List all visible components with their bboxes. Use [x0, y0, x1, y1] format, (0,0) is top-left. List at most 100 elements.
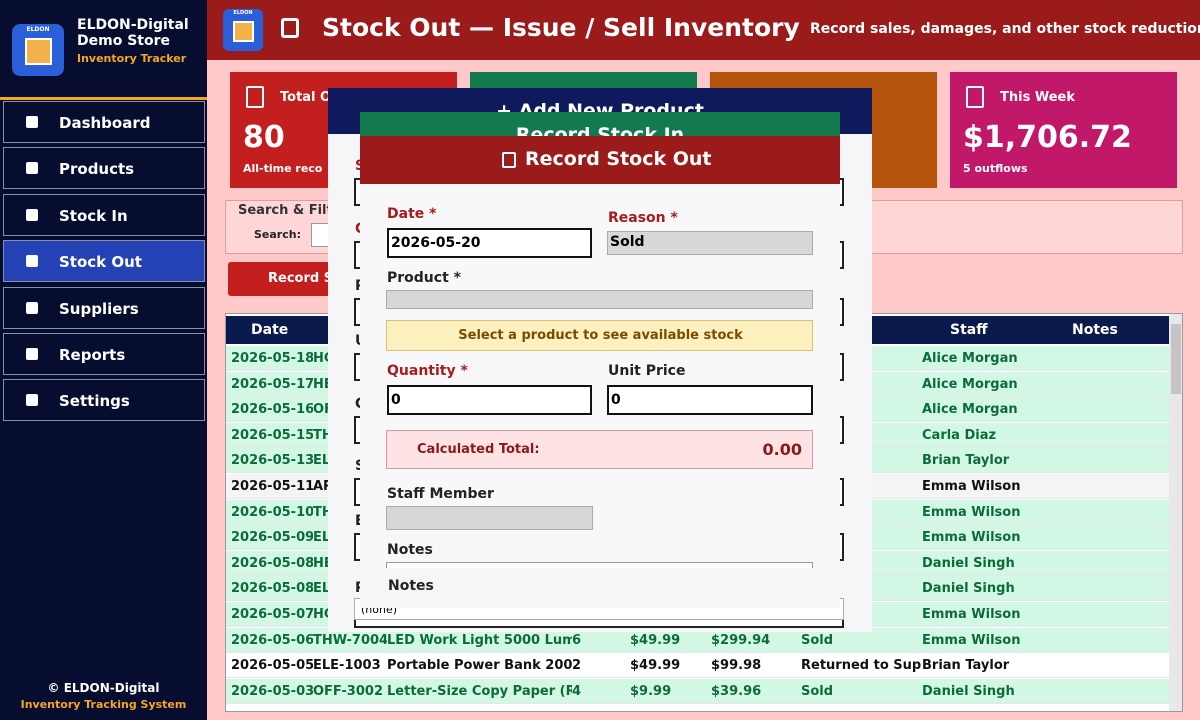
product-select[interactable]: [386, 290, 813, 309]
table-cell: 2026-05-03: [231, 683, 313, 699]
table-cell: 2: [572, 658, 582, 674]
table-cell: LED Work Light 5000 Lum: [387, 632, 572, 648]
table-cell: $99.98: [711, 658, 762, 674]
nav-icon: [26, 116, 38, 128]
table-cell: OFF-3002: [313, 683, 383, 699]
quantity-label: Quantity *: [387, 363, 468, 379]
nav-icon: [26, 162, 38, 175]
tagline: Inventory Tracker: [77, 52, 187, 65]
logo-grid: [233, 21, 254, 42]
table-cell: 2026-05-07: [231, 607, 313, 622]
stock-hint: Select a product to see available stock: [386, 320, 813, 351]
logo: ELDON: [223, 9, 263, 51]
table-cell: Portable Power Bank 2000: [387, 658, 572, 674]
icon: [281, 18, 299, 38]
nav-icon: [26, 208, 38, 221]
title: Stock Out — Issue / Sell Inventory: [322, 13, 800, 42]
table-cell: EL: [313, 453, 331, 469]
button-text: Record S: [268, 271, 334, 286]
thumb: [1171, 324, 1181, 394]
search-label: Search:: [254, 228, 301, 241]
table-cell: TH: [313, 504, 333, 520]
total-label: Calculated Total:: [417, 442, 540, 457]
reason-label: Reason *: [608, 210, 678, 226]
table-cell: 2026-05-10: [231, 504, 313, 520]
record-button[interactable]: Record S: [228, 262, 338, 296]
table-cell: 4: [572, 683, 582, 699]
table-cell: 2026-05-09: [231, 530, 313, 546]
table-cell: Daniel Singh: [922, 581, 1015, 597]
table-cell: 2026-05-05: [231, 658, 313, 674]
stat-card: This Week $1,706.72 5 outflows: [950, 72, 1177, 188]
date-label: Date *: [387, 206, 437, 222]
column-header: Staff: [950, 322, 988, 338]
table-cell: ELE-1003: [313, 658, 381, 674]
nav-item[interactable]: Products: [3, 147, 205, 190]
total-box: Calculated Total: 0.00: [386, 430, 813, 469]
scrollbar: [1169, 314, 1182, 711]
table-cell: Alice Morgan: [922, 402, 1018, 418]
icon: [502, 152, 516, 168]
table-cell: $49.99: [630, 632, 681, 648]
hint-text: Select a product to see available stock: [458, 328, 743, 343]
product-label: Product *: [387, 270, 461, 286]
card-label: This Week: [1000, 90, 1075, 105]
table-cell: 2026-05-18: [231, 351, 313, 366]
logo-text: ELDON: [26, 26, 50, 33]
table-cell: HE: [313, 376, 333, 392]
table-cell: Sold: [801, 683, 834, 699]
nav-item[interactable]: Dashboard: [3, 101, 205, 143]
header: ELDON Stock Out — Issue / Sell Inventory…: [207, 0, 1200, 60]
nav-item[interactable]: Stock In: [3, 193, 205, 236]
notes-label: Notes: [387, 542, 433, 558]
column-header: Date: [251, 322, 289, 338]
nav-item[interactable]: Settings: [3, 379, 205, 422]
table-cell: OF: [313, 402, 333, 418]
subtitle: Record sales, damages, and other stock r…: [810, 21, 1200, 37]
reason-select[interactable]: Sold: [607, 231, 813, 255]
table-cell: $39.96: [711, 683, 762, 699]
table-cell: 2026-05-15: [231, 427, 313, 443]
total-value: 0.00: [762, 440, 802, 459]
table-cell: AP: [313, 479, 333, 494]
modal-title: Record Stock Out: [525, 148, 712, 170]
card-value: 80: [243, 120, 285, 155]
staff-select[interactable]: [386, 506, 593, 530]
table-cell: $9.99: [630, 683, 672, 699]
nav: Dashboard Products Stock In Stock Out Suppli…: [0, 0, 207, 720]
unit-price-input[interactable]: 0: [607, 385, 813, 415]
card-icon: [966, 86, 984, 108]
table-cell: Emma Wilson: [922, 607, 1021, 622]
table-cell: Alice Morgan: [922, 351, 1018, 366]
table-cell: 2026-05-11: [231, 479, 313, 494]
table-cell: $299.94: [711, 632, 771, 648]
table-cell: EL: [313, 581, 331, 597]
field-label: E: [355, 513, 365, 529]
notes-input[interactable]: [386, 562, 813, 568]
card-note: All-time reco: [243, 162, 323, 175]
table-cell: Daniel Singh: [922, 555, 1015, 571]
nav-item[interactable]: Reports: [3, 333, 205, 375]
nav-item[interactable]: Suppliers: [3, 286, 205, 329]
table-cell: Emma Wilson: [922, 479, 1021, 494]
table-cell: 2026-05-08: [231, 581, 313, 597]
table-cell: Daniel Singh: [922, 683, 1015, 699]
table-cell: 2026-05-16: [231, 402, 313, 418]
table-row: [226, 678, 1169, 704]
staff-label: Staff Member: [387, 486, 494, 502]
table-cell: HE: [313, 555, 333, 571]
quantity-input[interactable]: 0: [387, 385, 592, 415]
table-cell: Carla Diaz: [922, 427, 997, 443]
card-note: 5 outflows: [963, 162, 1028, 175]
nav-item[interactable]: Stock Out: [3, 240, 205, 283]
notes-label: Notes: [388, 578, 434, 594]
table-cell: 2026-05-13: [231, 453, 313, 469]
filter-title: Search & Filte: [238, 203, 342, 218]
date-input[interactable]: 2026-05-20: [387, 228, 592, 258]
sidebar: ELDON ELDON-Digital Demo Store Inventory…: [0, 0, 207, 720]
nav-icon: [26, 255, 38, 268]
card-icon: [246, 86, 264, 108]
table-cell: 6: [572, 632, 582, 648]
table-cell: Emma Wilson: [922, 530, 1021, 546]
